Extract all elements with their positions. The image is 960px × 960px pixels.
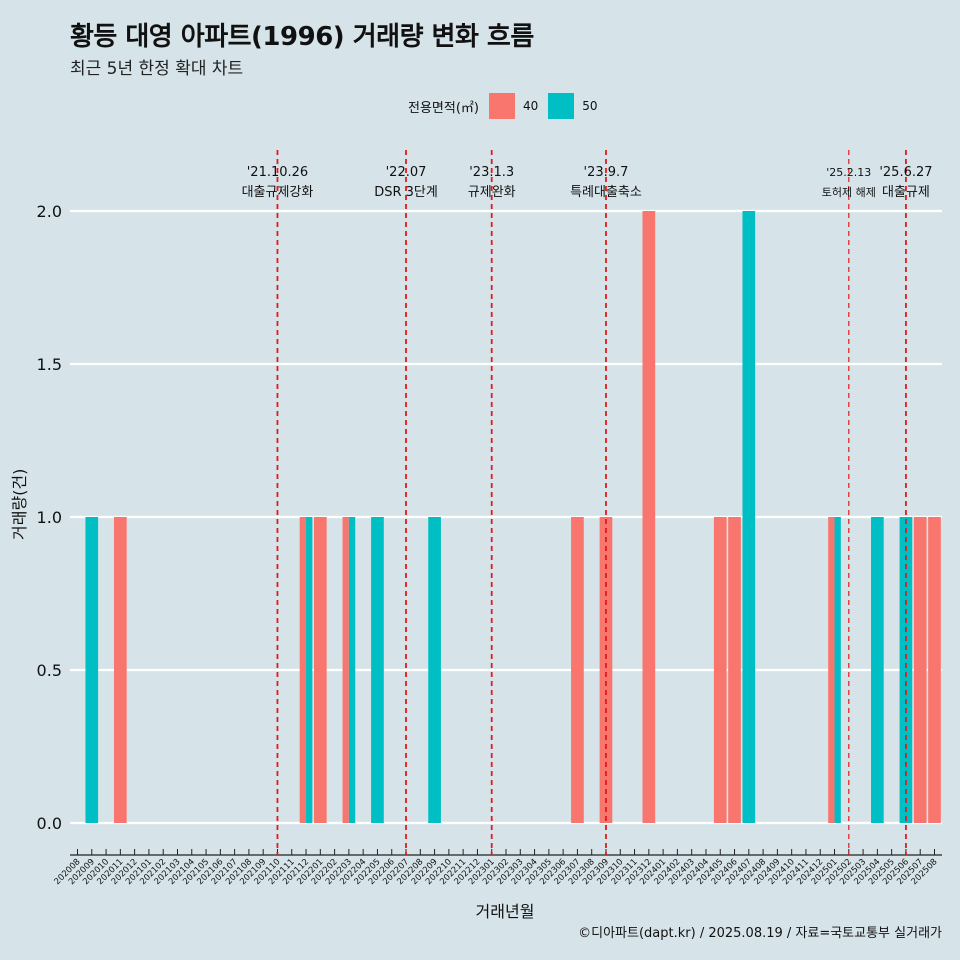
bar-40-202203 [342,517,349,823]
bar-50-202504 [871,517,884,823]
chart-subtitle: 최근 5년 한정 확대 차트 [70,59,244,79]
bar-40-202507 [913,517,927,823]
event-label: 토허제 해제 [822,185,876,199]
event-date: '25.2.13 [826,166,871,179]
bar-40-202307 [571,517,584,823]
event-label: 대출규제 [882,185,930,200]
chart-title: 황등 대영 아파트(1996) 거래량 변화 흐름 [70,22,534,52]
event-label: DSR 3단계 [374,185,438,200]
bar-40-202312 [642,211,656,823]
legend-key-50 [548,93,575,119]
event-date: '25.6.27 [879,165,932,180]
event-date: '23.1.3 [469,165,514,180]
y-tick-label: 0.5 [37,661,62,680]
event-date: '22.07 [386,165,427,180]
bar-40-202501 [828,517,835,823]
x-axis-label: 거래년월 [475,902,535,921]
legend: 전용면적(㎡) 40 50 [408,93,608,119]
legend-label-50: 50 [582,99,598,113]
bar-50-202112 [306,517,313,823]
bar-40-202405 [713,517,727,823]
event-label: 대출규제강화 [242,185,314,200]
event-label: 특례대출축소 [570,185,642,200]
source-caption: ©디아파트(dapt.kr) / 2025.08.19 / 자료=국토교통부 실… [578,926,942,941]
event-date: '23.9.7 [584,165,629,180]
bar-40-202201 [313,517,327,823]
bar-50-202203 [348,517,356,823]
bar-50-202506 [899,517,913,823]
bar-40-202406 [728,517,741,823]
bar-50-202209 [428,517,441,823]
event-date: '21.10.26 [247,165,308,180]
y-axis-label: 거래량(건) [10,468,29,540]
bar-40-202309 [599,517,613,823]
legend-label-40: 40 [522,99,539,113]
legend-key-40 [488,93,515,119]
y-tick-label: 0.0 [37,814,62,833]
bar-50-202205 [371,517,384,823]
y-tick-label: 1.0 [37,508,62,527]
legend-title: 전용면적(㎡) [408,100,479,116]
bar-40-202508 [928,517,941,823]
y-tick-label: 1.5 [37,355,62,374]
bar-50-202009 [85,517,99,823]
event-label: 규제완화 [468,185,516,200]
bar-40-202112 [299,517,307,823]
bar-50-202501 [834,517,841,823]
bar-40-202011 [114,517,127,823]
bar-50-202407 [742,211,756,823]
y-tick-label: 2.0 [37,202,62,221]
